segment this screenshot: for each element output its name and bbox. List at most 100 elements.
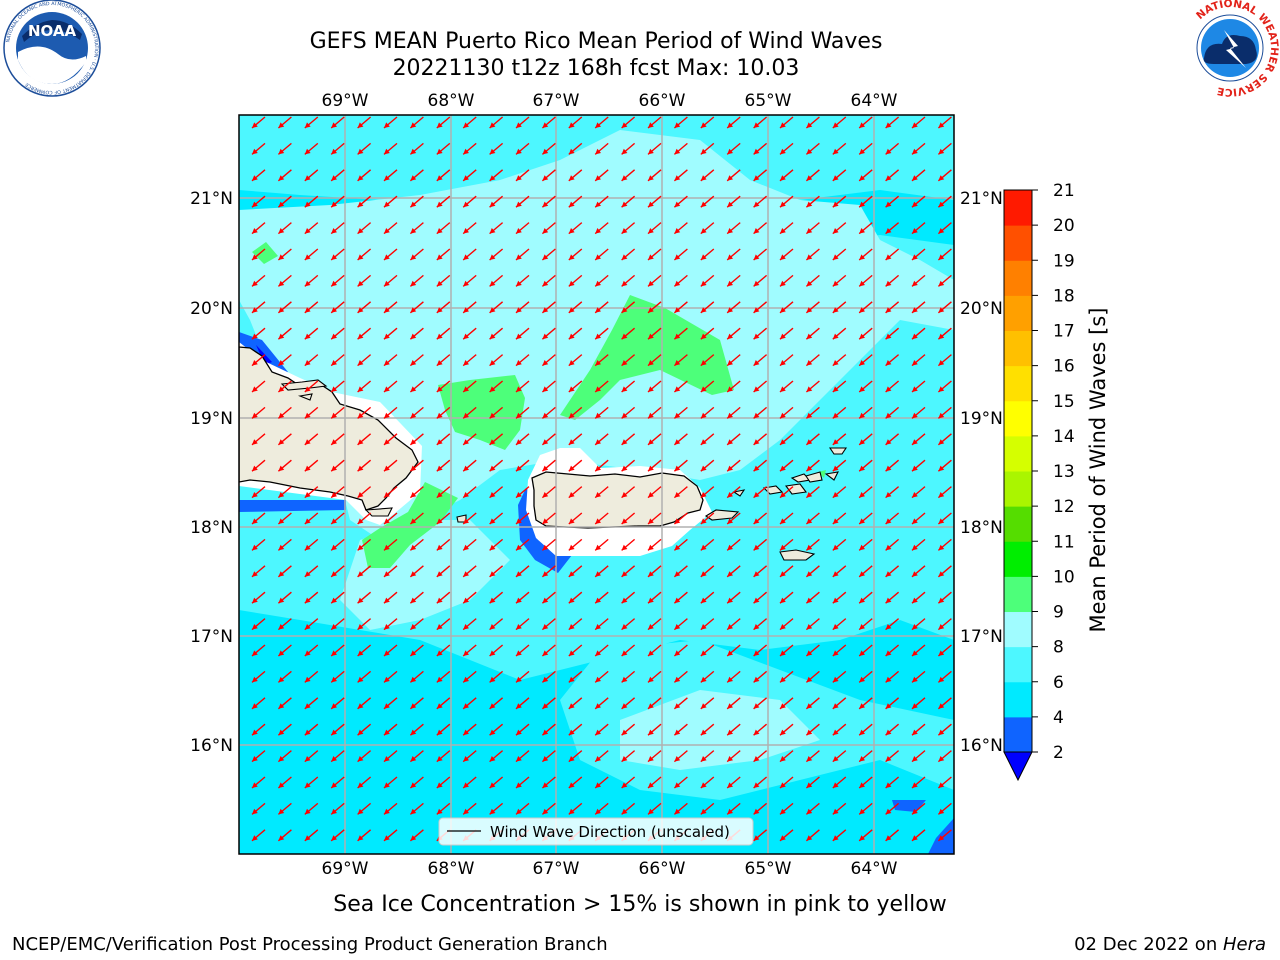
wind-wave-arrow-head (542, 544, 549, 551)
wind-wave-arrow-head (753, 333, 760, 340)
wind-wave-arrow-head (780, 228, 786, 234)
wind-wave-arrow-head (806, 412, 813, 419)
wind-wave-arrow-head (331, 333, 338, 340)
wind-wave-arrow-head (885, 122, 892, 128)
wind-wave-arrow-head (700, 518, 707, 524)
wind-wave-arrow-head (753, 228, 760, 234)
wind-wave-arrow-head (700, 782, 707, 788)
wind-wave-arrow-head (595, 518, 601, 524)
wind-wave-arrow-head (859, 808, 865, 815)
wind-wave-arrow-head (648, 518, 654, 524)
wind-wave-arrow-head (806, 122, 813, 128)
lon-label: 68°W (428, 91, 475, 111)
wind-wave-arrow-head (331, 571, 338, 577)
wind-wave-arrow-head (832, 307, 839, 313)
wind-wave-arrow-head (912, 465, 918, 472)
wind-wave-arrow-head (542, 307, 549, 313)
wind-wave-arrow-head (278, 386, 285, 392)
wind-wave-arrow-head (753, 412, 760, 419)
wind-wave-arrow-head (674, 703, 681, 709)
wind-wave-arrow-head (938, 835, 945, 841)
wind-wave-arrow-head (542, 280, 549, 287)
wind-wave-arrow-head (832, 676, 839, 683)
wind-wave-arrow-head (859, 280, 865, 287)
wind-wave-arrow-head (568, 756, 575, 762)
wind-wave-arrow-head (568, 175, 575, 181)
wind-wave-arrow-head (357, 201, 364, 208)
wind-wave-arrow-head (938, 729, 945, 736)
colorbar-tick-label: 16 (1053, 357, 1075, 377)
wind-wave-arrow-head (621, 439, 628, 445)
wind-wave-arrow-head (885, 729, 892, 736)
wind-wave-arrow-head (885, 386, 892, 392)
wind-wave-arrow-head (410, 518, 417, 524)
wind-wave-arrow-head (674, 465, 681, 472)
colorbar-tick-label: 4 (1053, 708, 1064, 728)
map-frame (238, 114, 955, 855)
wind-wave-arrow-head (278, 412, 285, 419)
wind-wave-arrow-head (595, 492, 601, 498)
wind-wave-arrow-head (753, 492, 760, 498)
wind-wave-arrow-head (252, 492, 258, 498)
wind-wave-arrow-head (542, 597, 549, 604)
wind-wave-arrow-head (278, 835, 285, 841)
wind-wave-arrow-head (780, 465, 786, 472)
wind-wave-arrow-head (859, 729, 865, 736)
wind-wave-arrow-head (727, 307, 733, 313)
colorbar-segment (1004, 260, 1032, 296)
lon-label: 64°W (851, 91, 898, 111)
wind-wave-arrow-head (436, 624, 443, 630)
wind-wave-arrow-head (410, 254, 417, 260)
wind-wave-arrow-head (436, 254, 443, 260)
wind-wave-arrow-head (410, 835, 417, 841)
wind-wave-arrow-head (859, 782, 865, 788)
wind-wave-arrow-head (938, 254, 945, 260)
wind-wave-arrow-head (331, 175, 338, 181)
noaa-logo: NOAA NATIONAL OCEANIC AND ATMOSPHERIC AD… (3, 0, 101, 97)
colorbar-segment (1004, 365, 1032, 402)
wind-wave-arrow-head (595, 280, 601, 287)
wind-wave-arrow-head (727, 412, 733, 419)
wind-wave-arrow-head (806, 729, 813, 736)
wind-wave-arrow-head (885, 650, 892, 656)
svg-text:NOAA: NOAA (28, 22, 77, 40)
wind-wave-arrow-head (568, 465, 575, 472)
wind-wave-arrow-head (304, 571, 311, 577)
wind-wave-arrow-head (753, 122, 760, 128)
wind-wave-arrow-head (885, 148, 892, 155)
wind-wave-arrow-head (938, 808, 945, 815)
wind-wave-arrow-head (780, 729, 786, 736)
wind-wave-arrow-head (252, 280, 258, 287)
wind-wave-arrow-head (859, 228, 865, 234)
wind-wave-arrow-head (410, 175, 417, 181)
wind-wave-arrow-head (252, 148, 258, 155)
wind-wave-arrow-head (595, 386, 601, 392)
wind-wave-arrow-head (648, 122, 654, 128)
wind-wave-arrow-head (806, 624, 813, 630)
wind-wave-arrow-head (595, 571, 601, 577)
wind-wave-arrow-head (727, 650, 733, 656)
wind-wave-arrow-head (727, 465, 733, 472)
wind-wave-arrow-head (674, 729, 681, 736)
wind-wave-arrow-head (410, 122, 417, 128)
wind-wave-arrow-head (357, 148, 364, 155)
wind-wave-arrow-head (859, 624, 865, 630)
wind-wave-arrow-head (806, 333, 813, 340)
wind-wave-arrow-head (542, 439, 549, 445)
wind-wave-arrow-head (542, 254, 549, 260)
wind-wave-arrow-head (436, 333, 443, 340)
wind-wave-arrow-head (357, 307, 364, 313)
wind-wave-arrow-head (674, 386, 681, 392)
wind-wave-arrow-head (463, 492, 470, 498)
wind-wave-arrow-head (384, 175, 390, 181)
wind-wave-arrow-head (621, 650, 628, 656)
wind-wave-arrow-head (595, 360, 601, 366)
wind-wave-arrow-head (753, 544, 760, 551)
wind-wave-arrow-head (384, 703, 390, 709)
wind-wave-arrow-head (436, 122, 443, 128)
colorbar-tick-label: 6 (1053, 673, 1064, 693)
wind-wave-arrow-head (832, 571, 839, 577)
wind-wave-arrow-head (806, 808, 813, 815)
wind-wave-arrow-head (304, 650, 311, 656)
wind-wave-arrow-head (357, 465, 364, 472)
